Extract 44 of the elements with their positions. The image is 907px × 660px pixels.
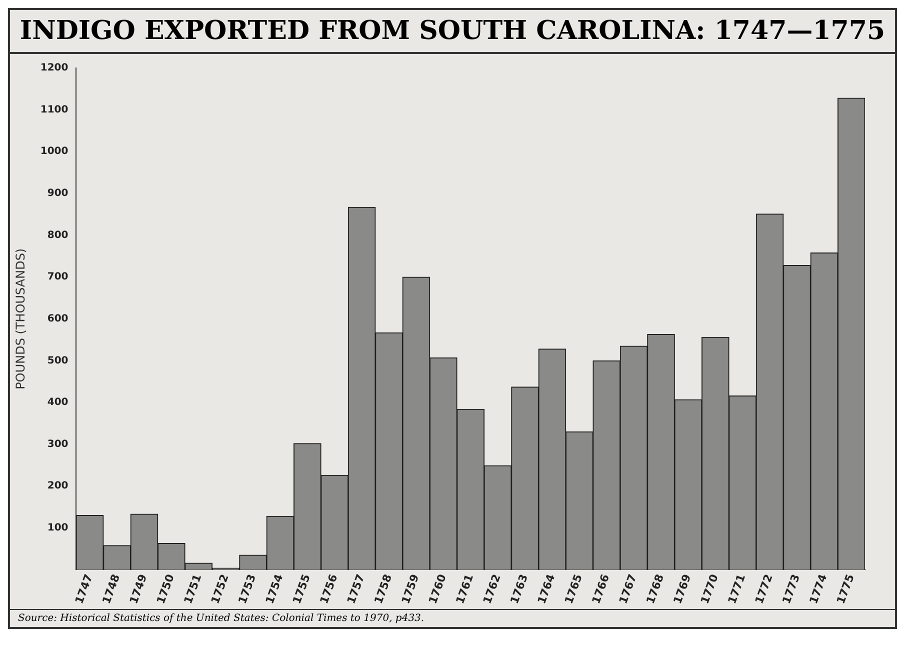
x-tick-label: 1756 — [317, 572, 340, 606]
x-tick-label: 1757 — [344, 572, 368, 606]
chart-title: INDIGO EXPORTED FROM SOUTH CAROLINA: 1747—1775 — [10, 10, 895, 54]
x-tick-label: 1766 — [589, 572, 612, 606]
x-tick-label: 1752 — [208, 572, 232, 606]
x-tick-label: 1747 — [72, 572, 96, 606]
y-tick-label: 1200 — [40, 62, 68, 74]
y-tick-label: 800 — [47, 230, 68, 241]
x-tick-label: 1748 — [100, 572, 123, 606]
y-tick-label: 900 — [47, 188, 68, 200]
x-tick-label: 1754 — [263, 572, 286, 606]
y-tick-label: 600 — [47, 313, 68, 324]
y-axis-title: POUNDS (THOUSANDS) — [13, 248, 28, 390]
x-tick-label: 1751 — [181, 572, 204, 606]
x-tick-label: 1755 — [290, 572, 313, 606]
y-tick-label: 100 — [47, 522, 68, 534]
x-tick-label: 1770 — [698, 572, 722, 606]
x-tick-label: 1769 — [671, 572, 694, 606]
x-tick-label: 1759 — [399, 572, 422, 606]
x-tick-label: 1775 — [834, 572, 857, 606]
x-tick-label: 1764 — [535, 572, 558, 606]
x-tick-label: 1750 — [154, 572, 178, 606]
x-tick-label: 1758 — [372, 572, 395, 606]
x-tick-label: 1772 — [752, 572, 776, 606]
x-tick-label: 1761 — [453, 572, 476, 606]
y-tick-label: 1000 — [40, 146, 68, 158]
x-tick-label: 1773 — [780, 572, 803, 606]
x-tick-label: 1771 — [725, 572, 748, 606]
x-tick-label: 1749 — [127, 572, 150, 606]
x-tick-label: 1760 — [426, 572, 450, 606]
y-tick-label: 700 — [47, 272, 68, 283]
x-tick-label: 1767 — [616, 572, 640, 606]
x-tick-label: 1768 — [644, 572, 667, 606]
y-tick-label: 300 — [47, 438, 68, 450]
y-tick-label: 200 — [47, 480, 68, 492]
x-tick-label: 1774 — [807, 572, 830, 606]
source-note: Source: Historical Statistics of the United States: Colonial Times to 1970, p433. — [10, 609, 895, 627]
x-tick-label: 1753 — [236, 572, 259, 606]
y-tick-label: 500 — [47, 355, 68, 366]
y-tick-label: 1100 — [40, 104, 68, 116]
x-tick-label: 1763 — [508, 572, 531, 606]
x-tick-label: 1765 — [562, 572, 585, 606]
x-tick-label: 1762 — [480, 572, 504, 606]
y-tick-label: 400 — [47, 397, 68, 408]
